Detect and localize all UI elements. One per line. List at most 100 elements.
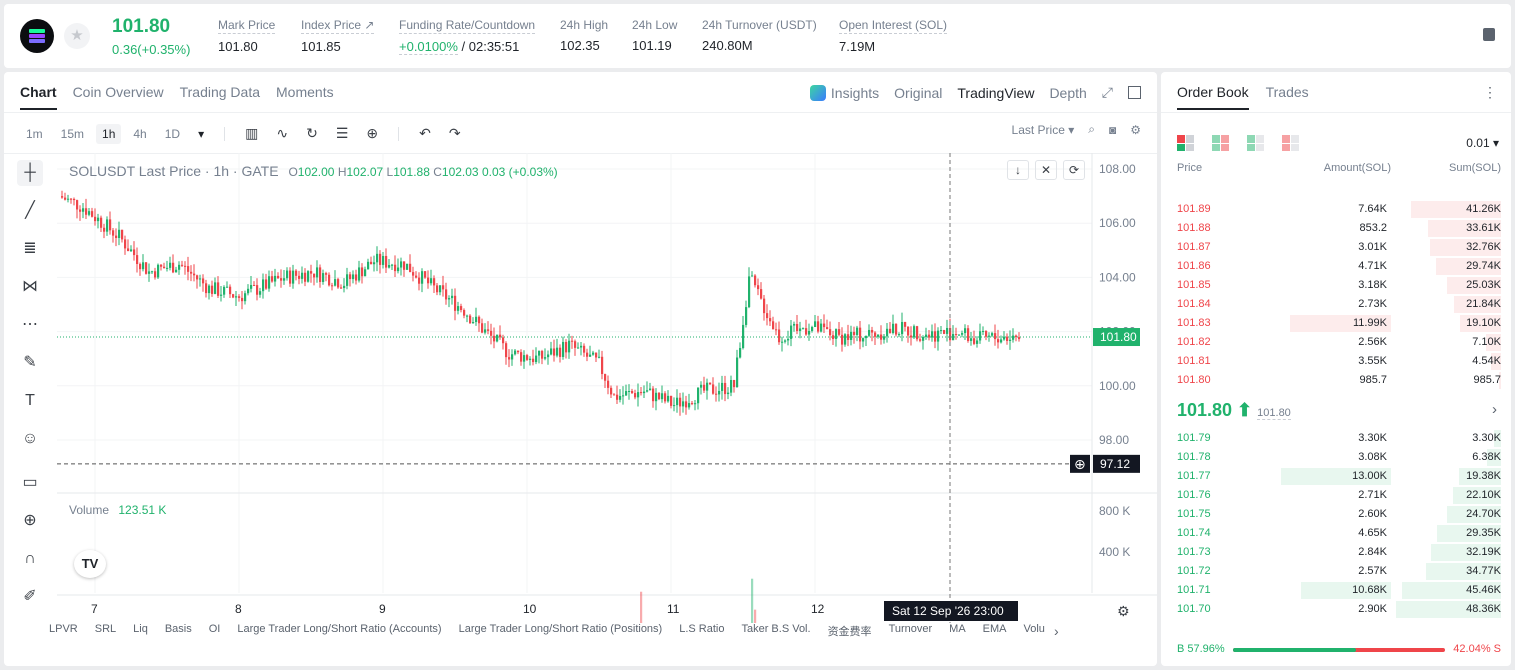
indicator-tab[interactable]: EMA (982, 623, 1007, 635)
templates-icon[interactable]: ☰ (335, 125, 349, 141)
ask-row[interactable]: 101.86 4.71K 29.74K (1177, 257, 1501, 276)
ask-row[interactable]: 101.89 7.64K 41.26K (1177, 200, 1501, 219)
indicator-tab[interactable]: Taker B.S Vol. (741, 623, 811, 635)
search-icon[interactable]: ⌕ (1088, 122, 1095, 136)
depth-tab[interactable]: Depth (1049, 84, 1087, 101)
scroll-down-icon[interactable]: ↓ (1007, 160, 1029, 180)
ask-row[interactable]: 101.88 853.2 33.61K (1177, 219, 1501, 238)
fib-icon[interactable]: ≣ (23, 240, 37, 257)
indicator-tab[interactable]: Basis (164, 623, 192, 635)
zoom-icon[interactable]: ⊕ (23, 512, 37, 529)
price-chart[interactable]: 108.00 106.00 104.00 102.00 100.00 98.00 800 K… (57, 153, 1157, 623)
plus-icon[interactable]: ⊕ (1074, 457, 1086, 473)
axis-settings-icon[interactable]: ⚙ (1117, 604, 1130, 620)
indicator-tab[interactable]: Large Trader Long/Short Ratio (Accounts) (237, 623, 442, 635)
stat-label[interactable]: Mark Price (218, 18, 276, 34)
bid-row[interactable]: 101.79 3.30K 3.30K (1177, 429, 1501, 448)
ruler-icon[interactable]: ▭ (22, 474, 38, 491)
bid-row[interactable]: 101.70 2.90K 48.36K (1177, 600, 1501, 619)
stat-label[interactable]: Index Price ↗ (301, 18, 375, 34)
bid-row[interactable]: 101.71 10.68K 45.46K (1177, 581, 1501, 600)
more-menu-icon[interactable]: ⋮ (1483, 84, 1497, 100)
chevron-right-icon[interactable]: › (1053, 623, 1059, 639)
bid-row[interactable]: 101.73 2.84K 32.19K (1177, 543, 1501, 562)
precision-select[interactable]: 0.01 ▾ (1466, 136, 1499, 150)
trendline-icon[interactable]: ╱ (25, 202, 35, 219)
notes-icon[interactable] (1483, 28, 1495, 41)
layout-mixed-icon[interactable] (1212, 135, 1229, 151)
expand-icon[interactable]: ⤢ (1101, 84, 1113, 100)
bid-row[interactable]: 101.76 2.71K 22.10K (1177, 486, 1501, 505)
undo-icon[interactable]: ↶ (419, 125, 431, 141)
indicator-tab[interactable]: Volu (1023, 623, 1045, 635)
bid-row[interactable]: 101.77 13.00K 19.38K (1177, 467, 1501, 486)
magnet-icon[interactable]: ∩ (24, 550, 36, 567)
tab-coin-overview[interactable]: Coin Overview (72, 84, 164, 100)
interval-15m[interactable]: 15m (60, 126, 85, 141)
indicator-tab[interactable]: LPVR (49, 623, 78, 635)
bid-row[interactable]: 101.72 2.57K 34.77K (1177, 562, 1501, 581)
candles-icon[interactable]: ▥ (245, 125, 259, 141)
ask-row[interactable]: 101.83 11.99K 19.10K (1177, 314, 1501, 333)
interval-dropdown-icon[interactable]: ▾ (198, 126, 205, 141)
add-icon[interactable]: ⊕ (366, 125, 379, 141)
crosshair-icon[interactable]: ┼ (17, 160, 43, 186)
indicator-tab[interactable]: 资金费率 (827, 626, 872, 638)
interval-1h[interactable]: 1h (96, 123, 122, 144)
interval-1m[interactable]: 1m (26, 126, 43, 141)
ask-row[interactable]: 101.81 3.55K 4.54K (1177, 352, 1501, 371)
add-alert-icon[interactable] (1070, 454, 1090, 473)
window-icon[interactable] (1128, 86, 1141, 99)
candle-body (874, 332, 877, 337)
indicator-tab[interactable]: Liq (133, 623, 148, 635)
price-type-select[interactable]: Last Price ▾ (1011, 122, 1075, 137)
settings-icon[interactable]: ⚙ (1130, 122, 1141, 137)
tab-trades[interactable]: Trades (1265, 84, 1309, 100)
interval-1D[interactable]: 1D (164, 126, 181, 141)
replay-icon[interactable]: ↻ (306, 125, 318, 141)
pattern-icon[interactable]: ⋈ (22, 278, 38, 295)
indicator-tab[interactable]: MA (949, 623, 966, 635)
collapse-icon[interactable]: ✕ (1035, 160, 1057, 180)
indicator-tab[interactable]: L.S Ratio (679, 623, 725, 635)
emoji-icon[interactable]: ☺ (21, 430, 39, 447)
bid-row[interactable]: 101.74 4.65K 29.35K (1177, 524, 1501, 543)
candle-body (826, 327, 829, 330)
favorite-star-icon[interactable]: ★ (64, 23, 90, 49)
volume-bar (751, 578, 754, 623)
original-tab[interactable]: Original (894, 84, 943, 101)
tradingview-tab[interactable]: TradingView (957, 84, 1035, 101)
chevron-right-icon[interactable]: › (1492, 401, 1497, 418)
layout-asks-icon[interactable] (1282, 135, 1299, 151)
tab-moments[interactable]: Moments (276, 84, 334, 100)
indicator-tab[interactable]: OI (208, 623, 221, 635)
stat-label[interactable]: Open Interest (SOL) (839, 18, 948, 34)
text-icon[interactable]: T (25, 392, 35, 409)
refresh-icon[interactable]: ⟳ (1063, 160, 1085, 180)
layout-bids-icon[interactable] (1247, 135, 1264, 151)
ask-row[interactable]: 101.87 3.01K 32.76K (1177, 238, 1501, 257)
bid-row[interactable]: 101.78 3.08K 6.38K (1177, 448, 1501, 467)
camera-icon[interactable]: ◙ (1108, 122, 1117, 137)
tab-chart[interactable]: Chart (20, 84, 57, 110)
ask-row[interactable]: 101.85 3.18K 25.03K (1177, 276, 1501, 295)
bid-row[interactable]: 101.75 2.60K 24.70K (1177, 505, 1501, 524)
indicator-tab[interactable]: Large Trader Long/Short Ratio (Positions… (458, 623, 663, 635)
layout-both-icon[interactable] (1177, 135, 1194, 151)
indicators-icon[interactable]: ∿ (276, 125, 289, 141)
insights-tab[interactable]: Insights (809, 84, 879, 101)
indicator-tab[interactable]: SRL (94, 623, 117, 635)
prediction-icon[interactable]: ⋯ (22, 316, 38, 333)
ask-row[interactable]: 101.84 2.73K 21.84K (1177, 295, 1501, 314)
candle-body (850, 331, 853, 340)
ask-row[interactable]: 101.80 985.7 985.7 (1177, 371, 1501, 390)
redo-icon[interactable]: ↷ (448, 125, 461, 141)
tab-trading-data[interactable]: Trading Data (179, 84, 261, 100)
tab-order-book[interactable]: Order Book (1177, 84, 1249, 110)
indicator-tab[interactable]: Turnover (888, 623, 933, 635)
brush-icon[interactable]: ✎ (23, 354, 37, 371)
interval-4h[interactable]: 4h (133, 126, 147, 141)
ask-row[interactable]: 101.82 2.56K 7.10K (1177, 333, 1501, 352)
pencil-lock-icon[interactable]: ✐ (23, 588, 37, 605)
stat-label[interactable]: Funding Rate/Countdown (399, 18, 536, 34)
